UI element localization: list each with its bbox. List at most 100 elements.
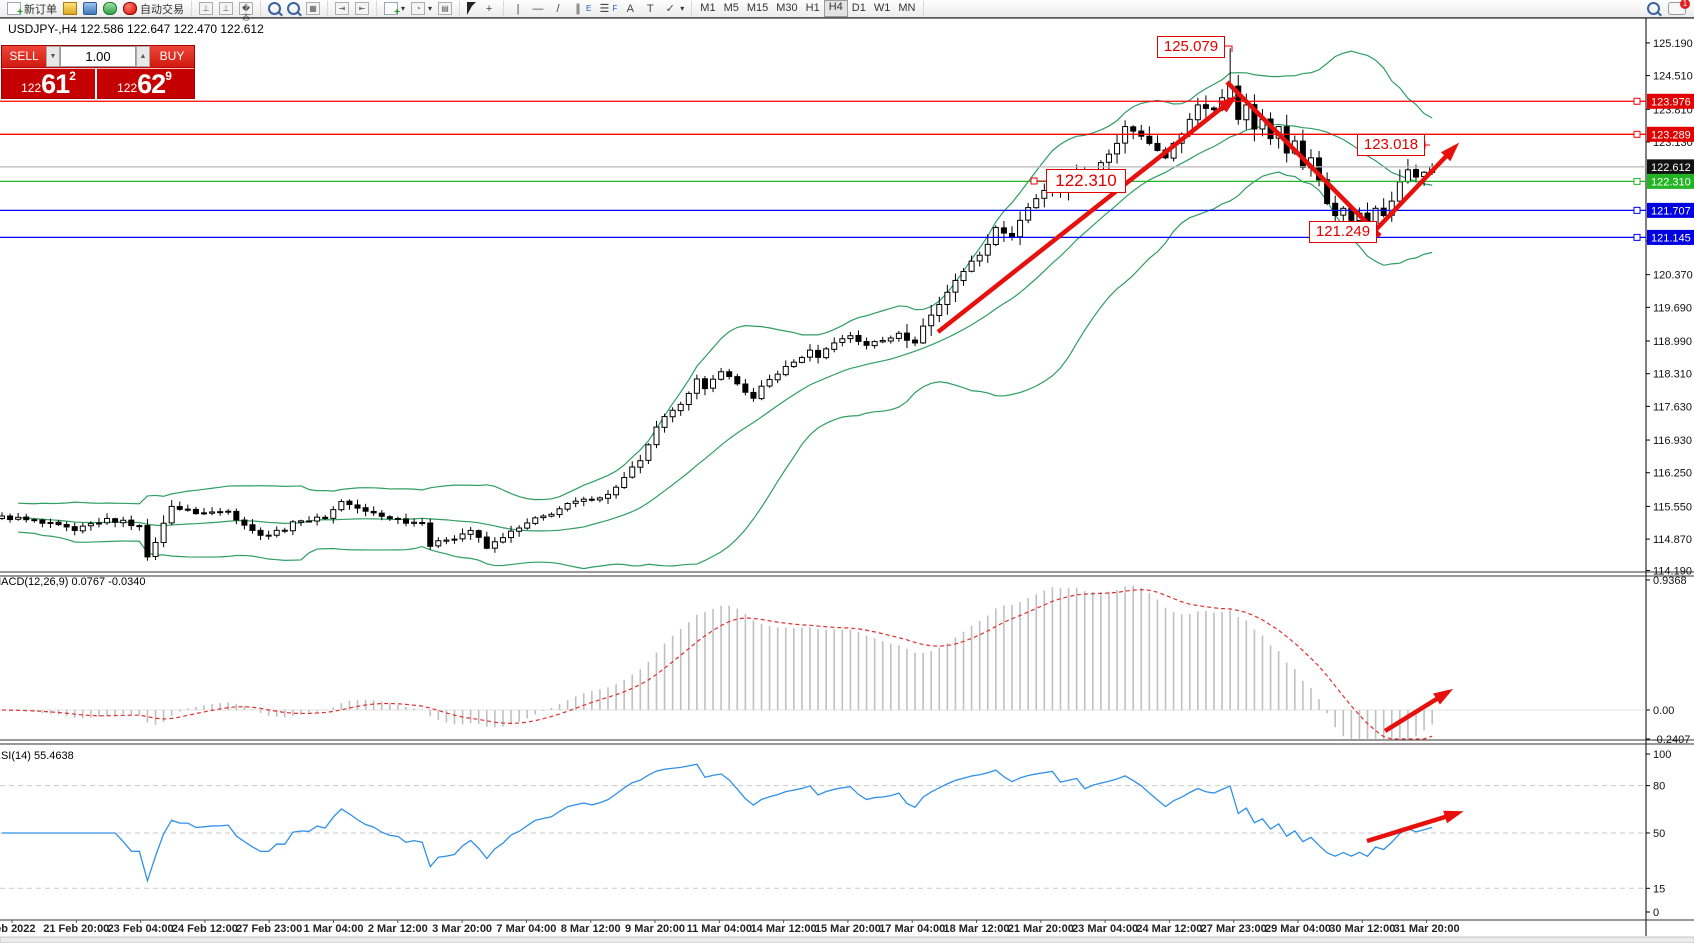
buy-price[interactable]: 122 62 9	[97, 69, 192, 99]
crosshair-tool[interactable]: +	[479, 1, 499, 16]
candle-body	[306, 520, 313, 523]
annotation-123018[interactable]: 123.018	[1357, 134, 1425, 156]
sell-price[interactable]: 122 61 2	[2, 69, 97, 99]
volume-decrease-button[interactable]: ▼	[46, 46, 60, 67]
candle-body	[774, 373, 781, 381]
autotrading-button[interactable]: 自动交易	[120, 1, 187, 16]
candle-body	[15, 516, 22, 520]
timeframe-H4[interactable]: H4	[823, 0, 848, 17]
vertical-line-tool[interactable]: |	[508, 1, 528, 16]
volume-input[interactable]: 1.00	[60, 46, 136, 67]
hline-anchor[interactable]	[1633, 177, 1641, 185]
templates-button[interactable]: ▤	[435, 1, 455, 16]
timeframe-D1[interactable]: D1	[851, 2, 866, 14]
trend-arrow-line[interactable]	[1225, 80, 1382, 238]
price-badge-123.976	[1647, 93, 1694, 109]
trend-arrows[interactable]	[936, 80, 1464, 844]
channel-icon: ∥	[575, 3, 581, 15]
candle-body	[742, 383, 749, 393]
volume-increase-button[interactable]: ▲	[136, 46, 150, 67]
trend-arrow-line[interactable]	[1366, 145, 1457, 240]
timeframe-M30[interactable]: M30	[776, 2, 798, 14]
macd-scale-tick: 0.00	[1653, 705, 1674, 717]
trend-arrow-line[interactable]	[1366, 810, 1459, 844]
candle-body	[701, 378, 708, 390]
tile-windows-button[interactable]: ▦	[303, 1, 323, 16]
hline-anchor[interactable]	[1633, 206, 1641, 214]
candle-body	[815, 349, 822, 358]
time-axis-label: 3 Mar 20:00	[432, 923, 492, 935]
candle-body	[297, 520, 304, 523]
timeframe-M1[interactable]: M1	[700, 2, 716, 14]
timeframe-H1[interactable]: H1	[805, 2, 820, 14]
trend-arrow-head	[1433, 688, 1454, 705]
timeframe-M5[interactable]: M5	[723, 2, 739, 14]
annotation-125079[interactable]: 125.079	[1157, 36, 1225, 58]
timeframe-M15[interactable]: M15	[746, 2, 769, 14]
candle-body	[209, 511, 216, 514]
deposit-button[interactable]	[60, 1, 80, 16]
trendline-tool[interactable]: /	[548, 1, 568, 16]
candle-body	[605, 493, 611, 499]
candle-body	[823, 348, 830, 359]
text-label-tool[interactable]: T	[640, 1, 660, 16]
mail-button[interactable]	[80, 1, 100, 16]
candle-body	[71, 526, 78, 531]
fibonacci-tool[interactable]: ☰ F	[594, 1, 620, 16]
candle-body	[928, 314, 935, 327]
hline-anchor[interactable]	[1633, 97, 1641, 105]
candle-body	[596, 497, 603, 501]
hline-anchor[interactable]	[1633, 130, 1641, 138]
trend-arrow-line[interactable]	[936, 97, 1235, 334]
candle-body	[936, 303, 943, 316]
time-axis-label: 9 Mar 20:00	[625, 923, 685, 935]
zoom-out-icon	[287, 2, 300, 15]
rsi-scale-tick: 0	[1653, 907, 1659, 919]
new-order-icon	[7, 2, 23, 18]
candle-body	[378, 512, 385, 517]
autoscroll-button[interactable]: ⇤	[352, 1, 372, 16]
rsi-scale-tick: 80	[1653, 781, 1665, 793]
annotation-122310[interactable]: 122.310	[1046, 169, 1126, 193]
period-button[interactable]: ◔ ▾	[408, 1, 435, 16]
candle-body	[855, 334, 862, 342]
chat-icon[interactable]: 1	[1668, 0, 1690, 15]
price-axis-tick: 114.870	[1653, 534, 1692, 546]
candle-body	[1380, 207, 1387, 217]
horizontal-scrollbar[interactable]	[0, 936, 1694, 943]
hline-anchor[interactable]	[1633, 233, 1641, 241]
search-icon[interactable]	[1647, 2, 1660, 15]
candle-body	[1211, 107, 1217, 111]
horizontal-line-tool[interactable]: —	[528, 1, 548, 16]
equidistant-channel-tool[interactable]: ∥ E	[568, 1, 594, 16]
buy-button[interactable]: BUY	[150, 46, 194, 67]
zoom-out-button[interactable]	[284, 1, 303, 16]
price-badge-text: 122.310	[1651, 176, 1691, 188]
text-tool[interactable]: A	[620, 1, 640, 16]
new-order-button[interactable]: 新订单	[4, 1, 60, 18]
zoom-in-button[interactable]	[265, 1, 284, 16]
shift-end-button[interactable]: ⇥	[332, 1, 352, 16]
candle-body	[475, 530, 482, 538]
candle-body	[750, 391, 757, 399]
chart-candles-button[interactable]: ⊥	[216, 1, 236, 16]
price-badge-text: 121.707	[1651, 205, 1691, 217]
candle-body	[629, 466, 636, 478]
candle-body	[281, 529, 288, 532]
candle-body	[661, 416, 668, 428]
timeframe-MN[interactable]: MN	[898, 2, 916, 14]
candle-body	[1202, 104, 1209, 109]
annotation-121249[interactable]: 121.249	[1309, 221, 1377, 243]
sell-button[interactable]: SELL	[2, 46, 46, 67]
add-indicator-button[interactable]: ▾	[381, 1, 408, 18]
cursor-tool[interactable]	[464, 1, 479, 16]
news-button[interactable]	[100, 1, 120, 16]
timeframe-W1[interactable]: W1	[873, 2, 891, 14]
candle-body	[451, 538, 458, 541]
candle-body	[871, 341, 878, 347]
chart-bars-button[interactable]: ⊥	[196, 1, 216, 16]
shapes-tool[interactable]: ✓ ▾	[660, 1, 687, 16]
horizontal-level-lines[interactable]	[0, 97, 1646, 241]
